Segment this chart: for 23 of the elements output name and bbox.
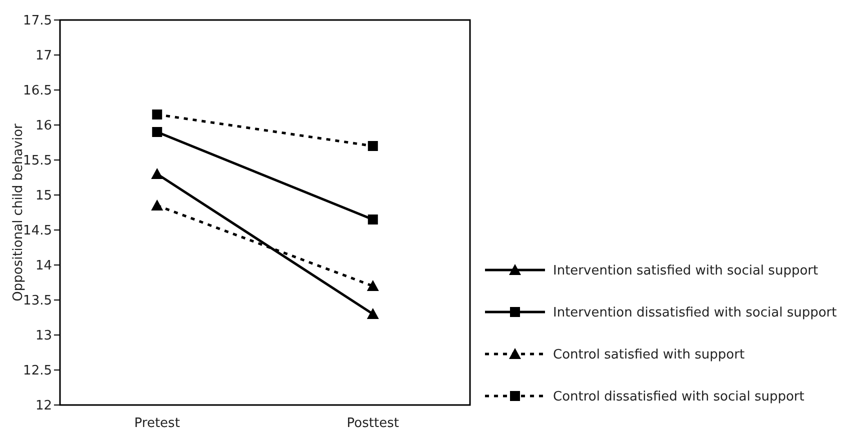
y-axis-title: Oppositional child behavior xyxy=(11,122,26,302)
y-tick-label: 16 xyxy=(35,118,52,134)
point xyxy=(368,214,378,224)
point xyxy=(152,127,162,137)
y-tick-label: 16.5 xyxy=(23,84,52,99)
y-tick-label: 13 xyxy=(35,328,52,344)
y-tick-label: 12.5 xyxy=(23,364,52,379)
x-tick-label: Posttest xyxy=(346,416,399,431)
y-tick-label: 14.5 xyxy=(23,224,52,239)
y-tick-label: 13.5 xyxy=(23,294,52,309)
y-tick-label: 17.5 xyxy=(23,14,52,29)
y-tick-label: 15.5 xyxy=(23,154,52,169)
y-tick-label: 14 xyxy=(35,258,52,274)
x-tick-label: Pretest xyxy=(134,416,180,431)
legend-label: Intervention satisfied with social support xyxy=(553,264,818,279)
y-tick-label: 12 xyxy=(35,398,52,414)
legend-label: Intervention dissatisfied with social support xyxy=(553,306,837,321)
point xyxy=(368,141,378,151)
legend-label: Control satisfied with support xyxy=(553,348,745,363)
legend-label: Control dissatisfied with social support xyxy=(553,390,804,405)
y-tick-label: 17 xyxy=(35,48,52,64)
y-tick-label: 15 xyxy=(35,188,52,204)
point xyxy=(152,110,162,120)
